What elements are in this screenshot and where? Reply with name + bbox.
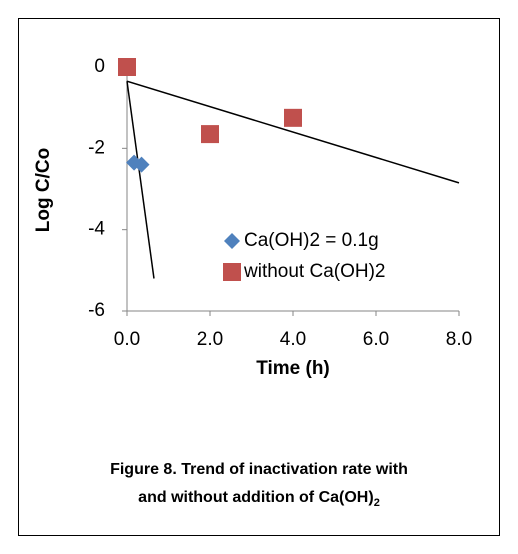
data-point (201, 125, 219, 144)
x-axis-label: Time (h) (256, 358, 330, 379)
x-tick-label: 4.0 (280, 329, 306, 350)
caption-text: and without addition of Ca(OH) (138, 489, 374, 506)
x-tick-label: 8.0 (446, 329, 472, 350)
trendline (126, 81, 155, 279)
y-tick-label: -6 (88, 300, 105, 321)
x-tick-label: 2.0 (197, 329, 223, 350)
caption-line: Figure 8. Trend of inactivation rate wit… (110, 461, 408, 478)
y-tick-label: -4 (88, 219, 105, 240)
y-tick-label: -2 (88, 137, 105, 158)
x-tick-label: 0.0 (114, 329, 140, 350)
legend-label: Ca(OH)2 = 0.1g (244, 230, 379, 251)
caption-line: and without addition of Ca(OH)2 (138, 489, 380, 509)
y-axis-label: Log C/Co (33, 148, 54, 232)
data-point (133, 156, 150, 173)
data-point (118, 58, 136, 76)
frame (18, 18, 500, 536)
caption-subscript: 2 (374, 497, 380, 509)
legend-marker (224, 233, 240, 249)
legend-marker (223, 263, 241, 281)
legend-label: without Ca(OH)2 (243, 261, 386, 282)
x-tick-label: 6.0 (363, 329, 389, 350)
y-tick-label: 0 (94, 56, 105, 77)
data-point (284, 108, 302, 127)
trendline (126, 80, 460, 184)
